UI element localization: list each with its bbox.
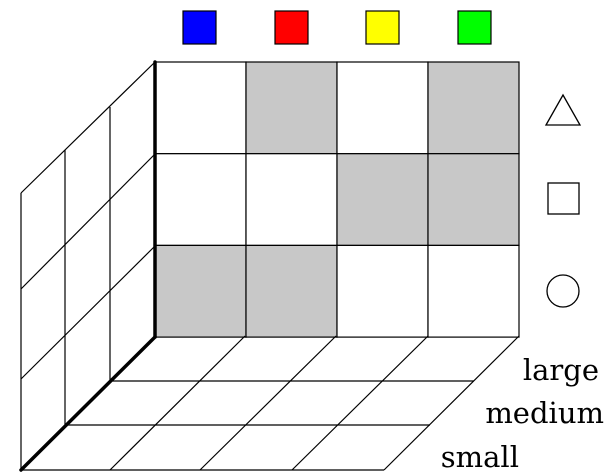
axis-lines xyxy=(19,60,157,472)
size-label-small: small xyxy=(441,440,519,474)
size-label-large: large xyxy=(523,353,599,387)
front-cell-r2-c3 xyxy=(427,244,520,338)
size-label-medium: medium xyxy=(485,396,604,430)
bottom-face-grid xyxy=(21,335,520,471)
blue-swatch xyxy=(182,10,217,45)
front-cell-r0-c1-shaded xyxy=(245,61,338,155)
front-cell-r1-c0 xyxy=(154,153,247,246)
left-face-grid xyxy=(20,61,156,470)
front-cell-r2-c0-shaded xyxy=(154,244,247,338)
front-cell-r0-c0 xyxy=(154,61,247,155)
front-cell-r1-c3-shaded xyxy=(427,153,520,246)
color-swatch-row xyxy=(182,10,492,45)
front-cell-r0-c3-shaded xyxy=(427,61,520,155)
front-cell-r0-c2 xyxy=(336,61,429,155)
yellow-swatch xyxy=(365,10,400,45)
red-swatch xyxy=(274,10,309,45)
shape-markers xyxy=(544,93,582,308)
circle-icon xyxy=(546,274,580,308)
front-face-grid xyxy=(154,61,520,338)
front-cell-r1-c2-shaded xyxy=(336,153,429,246)
front-cell-r2-c2 xyxy=(336,244,429,338)
front-cell-r2-c1-shaded xyxy=(245,244,338,338)
triangle-icon xyxy=(544,93,582,126)
square-icon xyxy=(547,182,580,215)
green-swatch xyxy=(457,10,492,45)
front-cell-r1-c1 xyxy=(245,153,338,246)
